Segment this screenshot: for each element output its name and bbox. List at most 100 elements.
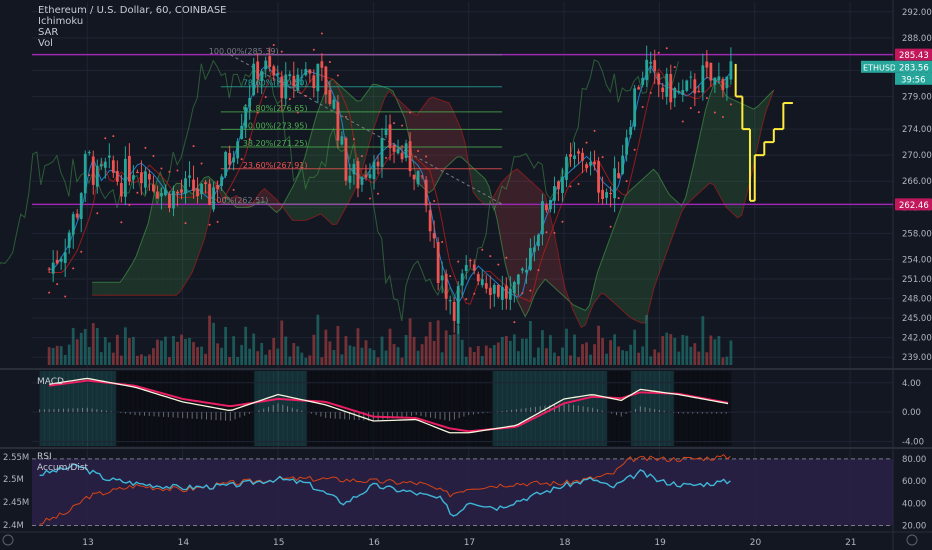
- macd-zone: [287, 371, 293, 446]
- macd-zone: [425, 371, 432, 446]
- ichimoku-cloud-segment: [629, 187, 634, 320]
- volume-bar: [164, 336, 167, 365]
- macd-zone: [602, 371, 608, 446]
- price-axis-tick: 288.00: [902, 34, 932, 44]
- volume-bar: [689, 346, 693, 365]
- candle-body: [300, 76, 304, 78]
- ichimoku-cloud-segment: [324, 81, 329, 221]
- volume-bar: [593, 344, 596, 365]
- sar-dot: [609, 225, 612, 228]
- candle-body: [236, 141, 240, 159]
- ichimoku-cloud-segment: [625, 191, 630, 317]
- volume-bar: [396, 347, 400, 365]
- volume-bar: [244, 326, 248, 365]
- volume-bar: [71, 327, 75, 365]
- volume-bar: [340, 354, 344, 365]
- sar-dot: [489, 255, 492, 258]
- candle-body: [336, 102, 340, 141]
- sar-dot: [272, 43, 275, 46]
- sar-dot: [401, 124, 404, 127]
- volume-bar: [557, 356, 560, 365]
- macd-zone: [301, 371, 308, 446]
- volume-bar: [549, 335, 552, 365]
- settings-gear-icon[interactable]: [906, 534, 918, 546]
- candle-body: [148, 174, 151, 180]
- accum-dist-axis-tick: 2.55M: [3, 453, 29, 463]
- volume-bar: [356, 328, 360, 365]
- sar-dot: [312, 48, 315, 51]
- ichimoku-cloud-segment: [152, 182, 157, 296]
- volume-bar: [653, 349, 657, 365]
- zoom-icon[interactable]: [2, 534, 14, 546]
- volume-bar: [304, 357, 308, 365]
- candle-body: [492, 284, 496, 294]
- fib-trend-line: [230, 54, 503, 205]
- ichimoku-span-b: [92, 89, 775, 329]
- volume-bar: [705, 352, 709, 365]
- macd-zone: [177, 371, 184, 446]
- volume-bar: [661, 336, 665, 365]
- sar-dot: [240, 158, 243, 161]
- candle-body: [384, 128, 388, 136]
- sar-dot: [689, 107, 692, 110]
- volume-bar: [464, 356, 468, 365]
- candle-body: [63, 252, 67, 264]
- volume-bar: [196, 347, 199, 365]
- volume-bar: [681, 334, 685, 365]
- candle-body: [609, 193, 613, 195]
- ichimoku-cloud-segment: [404, 105, 409, 136]
- volume-bar: [440, 352, 444, 365]
- ichimoku-cloud-segment: [477, 171, 482, 202]
- indicator-vol[interactable]: Vol: [38, 38, 53, 49]
- volume-bar: [537, 347, 540, 365]
- candle-body: [83, 153, 87, 194]
- ichimoku-cloud-segment: [593, 272, 598, 305]
- candle-body: [528, 248, 532, 270]
- sar-dot: [545, 231, 548, 234]
- macd-zone: [149, 371, 155, 446]
- ichimoku-cloud-segment: [481, 175, 486, 205]
- ichimoku-cloud-segment: [192, 188, 197, 273]
- indicator-ichimoku[interactable]: Ichimoku: [38, 16, 84, 27]
- fib-level-label: 23.60%(267.91): [243, 161, 308, 170]
- candle-body: [272, 66, 276, 76]
- ichimoku-cloud-segment: [713, 79, 718, 192]
- macd-zone: [397, 371, 403, 446]
- macd-zone: [239, 371, 246, 446]
- volume-bar: [127, 338, 131, 365]
- candle-body: [508, 288, 512, 300]
- macd-zone: [649, 371, 656, 446]
- macd-zone: [292, 371, 298, 446]
- macd-zone: [39, 371, 45, 446]
- volume-bar: [123, 327, 127, 365]
- sar-dot: [176, 169, 179, 172]
- price-axis-tick: 279.00: [902, 93, 932, 103]
- volume-bar: [131, 336, 135, 365]
- volume-bar: [492, 345, 496, 365]
- ichimoku-cloud-segment: [136, 245, 141, 296]
- sar-dot: [232, 188, 235, 191]
- indicator-sar[interactable]: SAR: [38, 27, 59, 38]
- volume-bar: [380, 336, 384, 365]
- macd-zone: [87, 371, 93, 446]
- sar-dot: [617, 197, 620, 200]
- sar-dot: [505, 256, 508, 259]
- volume-bar: [308, 355, 312, 365]
- ichimoku-cloud-segment: [709, 85, 714, 185]
- volume-bar: [613, 334, 617, 365]
- fib-level-label: 50.00%(273.95): [243, 121, 308, 130]
- macd-zone: [640, 371, 646, 446]
- macd-zone: [483, 371, 489, 446]
- sar-dot: [465, 298, 468, 301]
- volume-bar: [268, 349, 272, 365]
- candle-body: [252, 63, 256, 96]
- macd-zone: [683, 371, 689, 446]
- volume-bar: [573, 334, 576, 365]
- volume-bar: [119, 355, 123, 365]
- macd-zone: [297, 371, 303, 446]
- volume-bar: [67, 344, 71, 365]
- volume-bar: [192, 342, 195, 365]
- volume-bar: [412, 336, 416, 365]
- volume-bar: [625, 351, 629, 365]
